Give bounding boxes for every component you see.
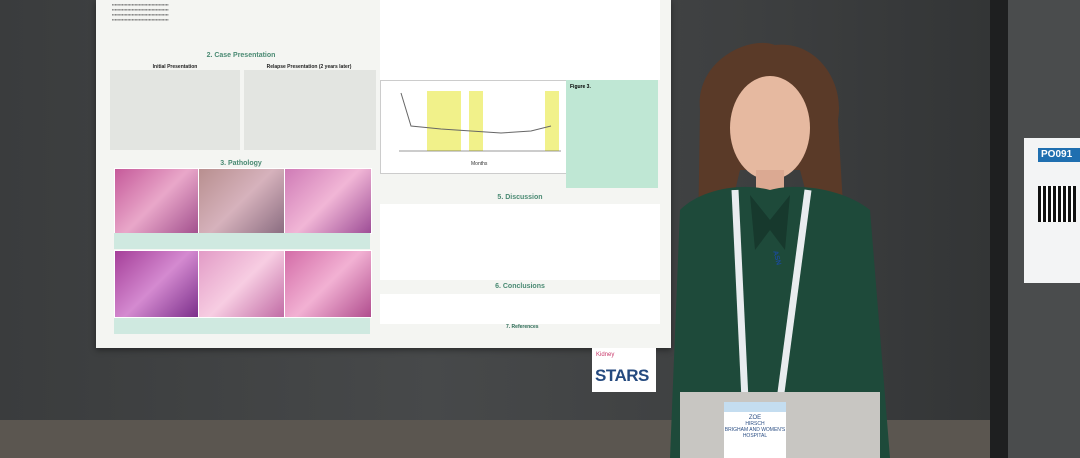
pathology-image-3 (284, 168, 372, 234)
discussion-title: 5. Discussion (497, 194, 543, 201)
creatinine-chart: Months (380, 80, 567, 174)
chart-shade-2 (469, 91, 483, 151)
name-tag: ZOE HIRSCH BRIGHAM AND WOMEN'S HOSPITAL (724, 402, 786, 458)
initial-presentation-box (110, 70, 240, 150)
chart-svg: Months (399, 91, 561, 167)
pathology-image-4 (114, 250, 200, 318)
case-presentation-title: 2. Case Presentation (206, 52, 276, 59)
figure-3-note: Figure 3. (566, 80, 658, 188)
references-title: 7. References (506, 324, 539, 330)
neck (756, 170, 784, 192)
pathology-image-1 (114, 168, 200, 234)
lanyard-right (776, 189, 812, 401)
discussion-text (380, 204, 660, 280)
pathology-image-6 (284, 250, 372, 318)
figure-caption-1 (114, 233, 370, 249)
timeline-panel (380, 0, 660, 80)
figure-3-title: Figure 3. (570, 84, 591, 90)
qr-card: PO091 (1024, 138, 1080, 283)
presenter-person (670, 42, 890, 458)
chart-xlabel: Months (471, 161, 488, 167)
qr-code-icon (1038, 186, 1076, 222)
kidney-label: Kidney (596, 352, 615, 358)
poster-id: PO091 (1038, 148, 1080, 162)
green-blouse (670, 186, 890, 458)
name-tag-institution: BRIGHAM AND WOMEN'S HOSPITAL (724, 427, 786, 439)
pathology-title: 3. Pathology (220, 160, 262, 167)
floor (0, 420, 1080, 458)
board-pole (990, 0, 1008, 458)
pathology-image-5 (198, 250, 286, 318)
conclusions-text (380, 294, 660, 324)
research-poster: ▪▪▪▪▪▪▪▪▪▪▪▪▪▪▪▪▪▪▪▪▪▪▪▪▪▪▪▪▪▪▪▪▪▪▪▪▪▪▪▪… (96, 0, 671, 348)
initial-presentation-label: Initial Presentation (152, 64, 198, 70)
chart-shade-1 (427, 91, 461, 151)
conclusions-title: 6. Conclusions (495, 283, 545, 290)
name-tag-firstname: ZOE (748, 415, 762, 421)
pathology-image-2 (198, 168, 286, 234)
figure-caption-2 (114, 318, 370, 334)
bow (750, 195, 790, 250)
intro-text: ▪▪▪▪▪▪▪▪▪▪▪▪▪▪▪▪▪▪▪▪▪▪▪▪▪▪▪▪▪▪▪▪▪▪▪▪▪▪▪▪… (112, 2, 169, 22)
stars-label: STARS (595, 366, 649, 385)
face (730, 76, 810, 180)
lanyard-left (731, 189, 749, 401)
relapse-presentation-label: Relapse Presentation (2 years later) (266, 64, 352, 70)
chart-line-1 (400, 92, 552, 134)
name-tag-surname: HIRSCH (745, 421, 765, 427)
relapse-presentation-box (244, 70, 376, 150)
kidney-stars-badge: Kidney STARS (592, 348, 656, 392)
chart-shade-3 (545, 91, 559, 151)
name-tag-header (724, 402, 786, 412)
